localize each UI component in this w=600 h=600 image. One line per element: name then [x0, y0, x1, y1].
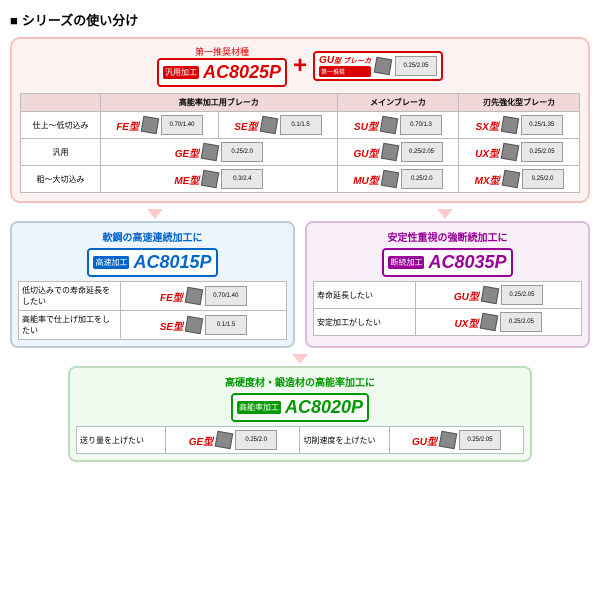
row-label: 粗～大切込み [21, 166, 101, 193]
main-breaker-label: GU型 ブレーカ [319, 55, 371, 66]
center-arrow [10, 354, 590, 364]
th-eff: 高能率加工用ブレーカ [101, 94, 338, 112]
purple-grade-box: 断続加工 AC8035P [382, 248, 512, 277]
breaker-table: 高能率加工用ブレーカ メインブレーカ 刃先強化型ブレーカ 仕上～低切込み FE型… [20, 93, 580, 193]
insert-icon [374, 57, 393, 76]
breaker: GU型 [454, 288, 479, 303]
arrow-down-icon [147, 209, 163, 219]
insert-icon [201, 143, 220, 162]
sub-box-purple: 安定性重視の強断続加工に 断続加工 AC8035P 寿命延長したい GU型 0.25… [305, 221, 590, 348]
desc: 切削速度を上げたい [300, 427, 389, 454]
page-title: シリーズの使い分け [10, 10, 590, 29]
chip-diagram: 0.25/2.0 [522, 169, 564, 189]
desc: 寿命延長したい [314, 282, 416, 309]
breaker-su: SU型 [354, 118, 378, 133]
chip-diagram: 0.25/2.05 [459, 430, 501, 450]
desc: 高能率で仕上げ加工をしたい [19, 311, 121, 340]
insert-icon [380, 143, 399, 162]
main-series-box: 第一推奨材種 汎用加工 AC8025P + GU型 ブレーカ 第一推奨 0.25… [10, 37, 590, 203]
desc: 安定加工がしたい [314, 309, 416, 336]
main-breaker-sub: 第一推奨 [319, 66, 371, 77]
breaker-mx: MX型 [475, 172, 500, 187]
sub-box-green: 高硬度材・鍛造材の高能率加工に 高能率加工 AC8020P 送り量を上げたい G… [68, 366, 532, 462]
breaker: GE型 [189, 433, 213, 448]
chip-diagram: 0.25/1.35 [521, 115, 563, 135]
breaker-ge: GE型 [175, 145, 199, 160]
breaker-mu: MU型 [353, 172, 379, 187]
green-grade: AC8020P [285, 397, 363, 418]
sub-title-purple: 安定性重視の強断続加工に [313, 229, 582, 244]
insert-icon [380, 116, 399, 135]
blue-grade: AC8015P [133, 252, 211, 273]
insert-icon [501, 116, 520, 135]
green-table: 送り量を上げたい GE型 0.25/2.0 切削速度を上げたい GU型 0.25/2… [76, 426, 524, 454]
sub-title-green: 高硬度材・鍛造材の高能率加工に [76, 374, 524, 389]
sub-box-blue: 軟鋼の高速連続加工に 高速加工 AC8015P 低切込みでの寿命延長をしたい FE… [10, 221, 295, 348]
chip-diagram: 0.25/2.0 [235, 430, 277, 450]
arrow-down-icon [437, 209, 453, 219]
desc: 送り量を上げたい [77, 427, 166, 454]
row-label: 汎用 [21, 139, 101, 166]
breaker-se: SE型 [234, 118, 257, 133]
blue-table: 低切込みでの寿命延長をしたい FE型 0.70/1.40 高能率で仕上げ加工をしたい… [18, 281, 287, 340]
chip-diagram: 0.70/1.40 [161, 115, 203, 135]
purple-tag: 断続加工 [388, 256, 424, 269]
insert-icon [501, 143, 520, 162]
row-label: 仕上～低切込み [21, 112, 101, 139]
insert-icon [201, 170, 220, 189]
insert-icon [141, 116, 160, 135]
breaker-sx: SX型 [475, 118, 498, 133]
chip-diagram: 0.1/1.5 [205, 315, 247, 335]
breaker: SE型 [160, 318, 183, 333]
chip-diagram: 0.25/2.0 [221, 142, 263, 162]
main-tag: 汎用加工 [163, 66, 199, 79]
purple-table: 寿命延長したい GU型 0.25/2.05 安定加工がしたい UX型 0.25/2.05 [313, 281, 582, 336]
chip-diagram: 0.25/2.05 [521, 142, 563, 162]
desc: 低切込みでの寿命延長をしたい [19, 282, 121, 311]
th-main: メインブレーカ [337, 94, 458, 112]
th-blank [21, 94, 101, 112]
insert-icon [215, 431, 234, 450]
main-breaker-box: GU型 ブレーカ 第一推奨 0.25/2.05 [313, 51, 443, 81]
plus-icon: + [293, 52, 307, 80]
chip-diagram: 0.25/2.0 [401, 169, 443, 189]
chip-diagram: 0.70/1.40 [205, 286, 247, 306]
breaker: UX型 [454, 315, 478, 330]
th-edge: 刃先強化型ブレーカ [459, 94, 580, 112]
breaker-ux: UX型 [475, 145, 499, 160]
rec-label: 第一推奨材種 [157, 45, 287, 58]
chip-diagram: 0.25/2.05 [500, 312, 542, 332]
green-tag: 高能率加工 [237, 401, 281, 414]
insert-icon [501, 170, 520, 189]
breaker-me: ME型 [174, 172, 199, 187]
main-grade: AC8025P [203, 62, 281, 83]
chip-diagram: 0.70/1.3 [400, 115, 442, 135]
insert-icon [185, 316, 204, 335]
insert-icon [439, 431, 458, 450]
blue-grade-box: 高速加工 AC8015P [87, 248, 217, 277]
arrows-row [10, 209, 590, 219]
chip-diagram: 0.25/2.05 [401, 142, 443, 162]
breaker: FE型 [160, 289, 183, 304]
chip-diagram: 0.3/2.4 [221, 169, 263, 189]
sub-title-blue: 軟鋼の高速連続加工に [18, 229, 287, 244]
arrow-down-icon [292, 354, 308, 364]
blue-tag: 高速加工 [93, 256, 129, 269]
breaker: GU型 [412, 433, 437, 448]
chip-diagram: 0.25/2.05 [501, 285, 543, 305]
chip-diagram: 0.25/2.05 [395, 56, 437, 76]
purple-grade: AC8035P [428, 252, 506, 273]
insert-icon [381, 170, 400, 189]
insert-icon [480, 313, 499, 332]
insert-icon [259, 116, 278, 135]
green-grade-box: 高能率加工 AC8020P [231, 393, 369, 422]
breaker-gu: GU型 [354, 145, 379, 160]
breaker-fe: FE型 [116, 118, 139, 133]
chip-diagram: 0.1/1.5 [280, 115, 322, 135]
main-grade-box: 汎用加工 AC8025P [157, 58, 287, 87]
insert-icon [185, 287, 204, 306]
insert-icon [481, 286, 500, 305]
